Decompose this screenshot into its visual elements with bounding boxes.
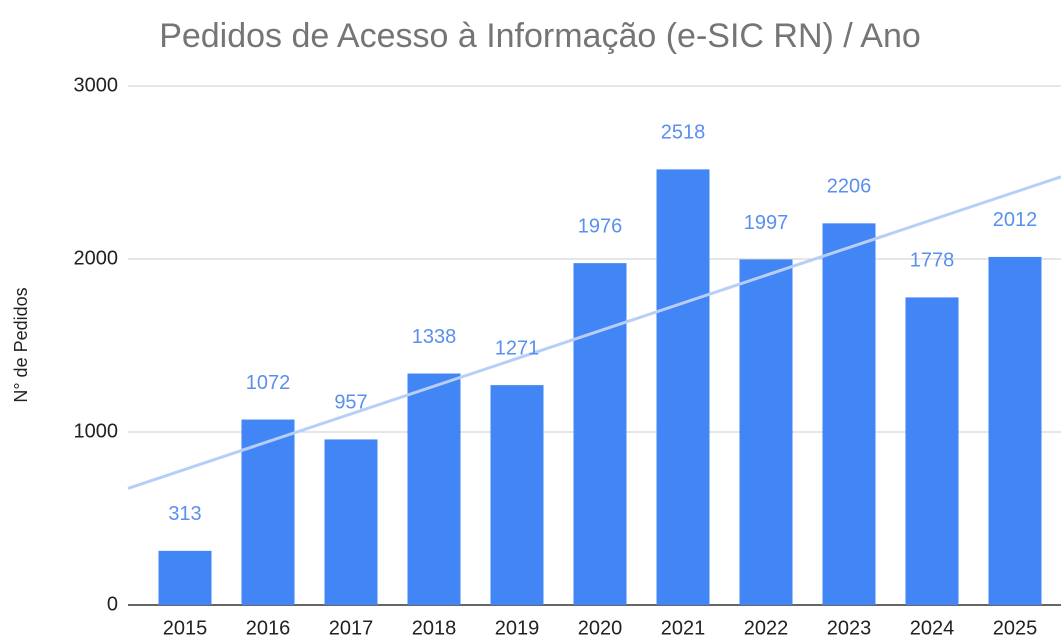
value-label: 1778 xyxy=(910,250,955,272)
value-label: 1997 xyxy=(744,212,789,234)
value-label: 2518 xyxy=(661,122,706,144)
y-tick-label: 2000 xyxy=(74,247,119,269)
bar xyxy=(988,256,1042,605)
x-tick-label: 2021 xyxy=(661,617,706,637)
trendline xyxy=(127,175,1061,490)
x-tick-label: 2024 xyxy=(910,617,955,637)
y-tick-label: 1000 xyxy=(74,420,119,442)
bar xyxy=(158,550,212,605)
x-tick-label: 2016 xyxy=(246,617,291,637)
bar xyxy=(822,223,876,605)
bar xyxy=(407,373,461,605)
x-tick-label: 2025 xyxy=(993,617,1038,637)
bar xyxy=(656,169,710,606)
value-label: 1072 xyxy=(246,372,291,394)
x-tick-label: 2015 xyxy=(163,617,208,637)
chart-title: Pedidos de Acesso à Informação (e-SIC RN… xyxy=(159,17,921,55)
x-tick-label: 2022 xyxy=(744,617,789,637)
value-label: 1976 xyxy=(578,215,623,237)
bar xyxy=(739,259,793,605)
bar xyxy=(573,263,627,605)
y-tick-label: 3000 xyxy=(74,74,119,96)
x-tick-label: 2020 xyxy=(578,617,623,637)
x-tick-label: 2019 xyxy=(495,617,540,637)
bar xyxy=(241,419,295,605)
x-tick-label: 2017 xyxy=(329,617,374,637)
value-label: 957 xyxy=(334,392,367,414)
y-tick-label: 0 xyxy=(107,593,118,615)
value-label: 1271 xyxy=(495,337,540,359)
x-tick-label: 2023 xyxy=(827,617,872,637)
value-label: 2012 xyxy=(993,209,1038,231)
value-label: 1338 xyxy=(412,326,457,348)
value-label: 313 xyxy=(168,503,201,525)
y-axis-label: N° de Pedidos xyxy=(11,287,31,402)
bar xyxy=(490,385,544,605)
value-label: 2206 xyxy=(827,176,872,198)
bar xyxy=(324,439,378,605)
x-tick-label: 2018 xyxy=(412,617,457,637)
bar xyxy=(905,297,959,605)
